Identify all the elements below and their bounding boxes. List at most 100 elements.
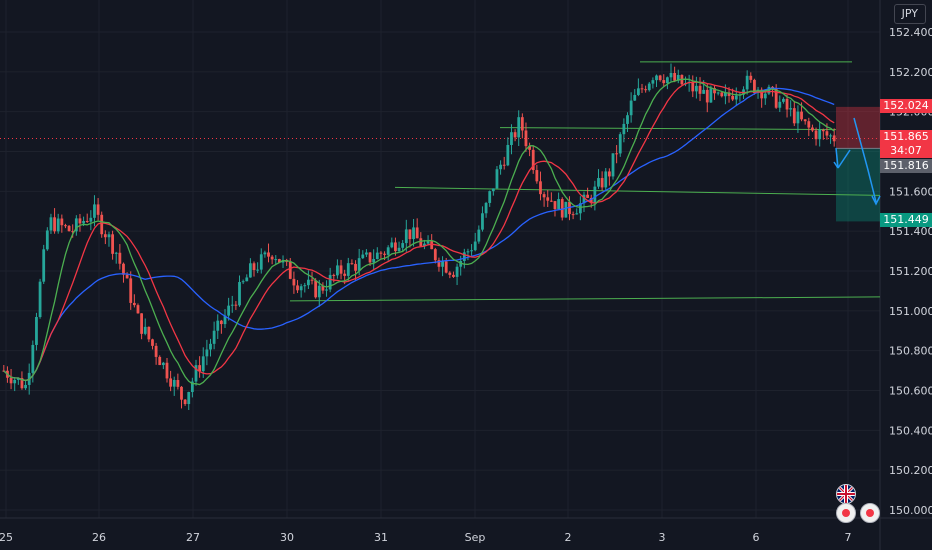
candle-body <box>169 378 173 387</box>
candle <box>749 72 753 83</box>
candle-body <box>488 191 492 203</box>
candle <box>274 255 278 265</box>
time-tick-label: 25 <box>0 531 13 544</box>
candle-body <box>143 326 147 334</box>
candle <box>314 278 318 299</box>
candle <box>655 74 658 87</box>
candle-body <box>158 356 162 366</box>
candle <box>259 248 263 274</box>
candle <box>219 319 223 334</box>
candle <box>807 117 811 137</box>
candle-body <box>502 164 506 166</box>
candle-body <box>412 227 415 240</box>
candle <box>270 255 274 265</box>
candle <box>13 377 17 392</box>
candle <box>782 97 785 104</box>
candle <box>611 153 615 180</box>
candle <box>669 63 673 82</box>
arrow-head <box>871 195 881 206</box>
candle-body <box>9 377 13 384</box>
candle <box>811 124 814 133</box>
candle-body <box>676 74 680 81</box>
candle <box>209 338 212 357</box>
candle <box>125 272 129 279</box>
candle-body <box>259 254 263 270</box>
candle-body <box>720 92 724 97</box>
candle-body <box>578 203 582 214</box>
candle-body <box>582 194 586 204</box>
candle-body <box>546 197 550 201</box>
candle-body <box>390 242 394 248</box>
candle <box>528 142 531 157</box>
candle-body <box>542 194 546 198</box>
candle-body <box>466 251 470 253</box>
candle <box>93 195 96 227</box>
candle-body <box>53 217 56 232</box>
candle <box>419 232 423 247</box>
candle <box>354 260 357 280</box>
candle-body <box>350 263 354 265</box>
candle-body <box>379 252 383 254</box>
candle-body <box>825 131 829 136</box>
candle <box>785 94 789 118</box>
candle-body <box>354 263 357 271</box>
time-axis[interactable]: 25 26 27 30 31 Sep 2 3 6 7 <box>0 531 852 544</box>
candle-body <box>96 204 100 215</box>
candle-body <box>38 281 42 318</box>
candle-body <box>753 79 756 93</box>
candle-body <box>604 171 608 188</box>
event-icon[interactable] <box>836 503 856 523</box>
price-tick-label: 150.200 <box>889 464 932 477</box>
candle-body <box>593 186 597 203</box>
candle-body <box>172 379 176 387</box>
candle <box>238 275 241 307</box>
stop-zone <box>836 106 880 149</box>
candle-body <box>694 85 698 92</box>
candle-body <box>553 201 557 210</box>
candle-body <box>82 221 85 224</box>
candle-body <box>277 259 281 263</box>
candle-body <box>296 285 299 291</box>
candle-body <box>310 279 314 281</box>
candle-body <box>433 249 437 261</box>
candle <box>557 192 561 210</box>
candle <box>510 124 513 155</box>
candle-body <box>85 221 89 223</box>
projection-arrows <box>833 117 881 206</box>
candle <box>673 66 677 83</box>
candle <box>546 190 550 207</box>
projection-arrow <box>853 117 877 203</box>
event-icon[interactable] <box>860 503 880 523</box>
candle <box>212 321 216 350</box>
candle <box>332 273 336 283</box>
candle <box>539 171 542 201</box>
candle <box>818 122 822 147</box>
candle <box>520 113 524 139</box>
candle <box>339 259 343 280</box>
currency-label[interactable]: JPY <box>893 4 926 24</box>
candle <box>600 171 604 191</box>
candle <box>45 227 49 251</box>
candle <box>582 191 586 213</box>
candle-body <box>238 282 241 306</box>
candle-body <box>343 273 347 276</box>
candle-body <box>531 149 535 171</box>
candle-body <box>89 217 93 222</box>
candle <box>252 261 256 277</box>
level-line <box>499 127 837 131</box>
candle <box>361 250 365 260</box>
candle-body <box>180 386 183 400</box>
candle <box>248 258 252 278</box>
candle <box>481 206 484 232</box>
candle <box>321 282 325 294</box>
candle-body <box>252 263 256 271</box>
candle-body <box>274 259 278 261</box>
candle <box>691 75 695 98</box>
candle <box>484 201 488 218</box>
flag-uk-icon[interactable] <box>836 484 856 504</box>
time-tick-label: 6 <box>753 531 760 544</box>
candle-body <box>386 247 390 255</box>
time-tick-label: 31 <box>374 531 388 544</box>
price-axis[interactable]: 152.400152.200152.000151.800151.600151.4… <box>889 26 932 517</box>
